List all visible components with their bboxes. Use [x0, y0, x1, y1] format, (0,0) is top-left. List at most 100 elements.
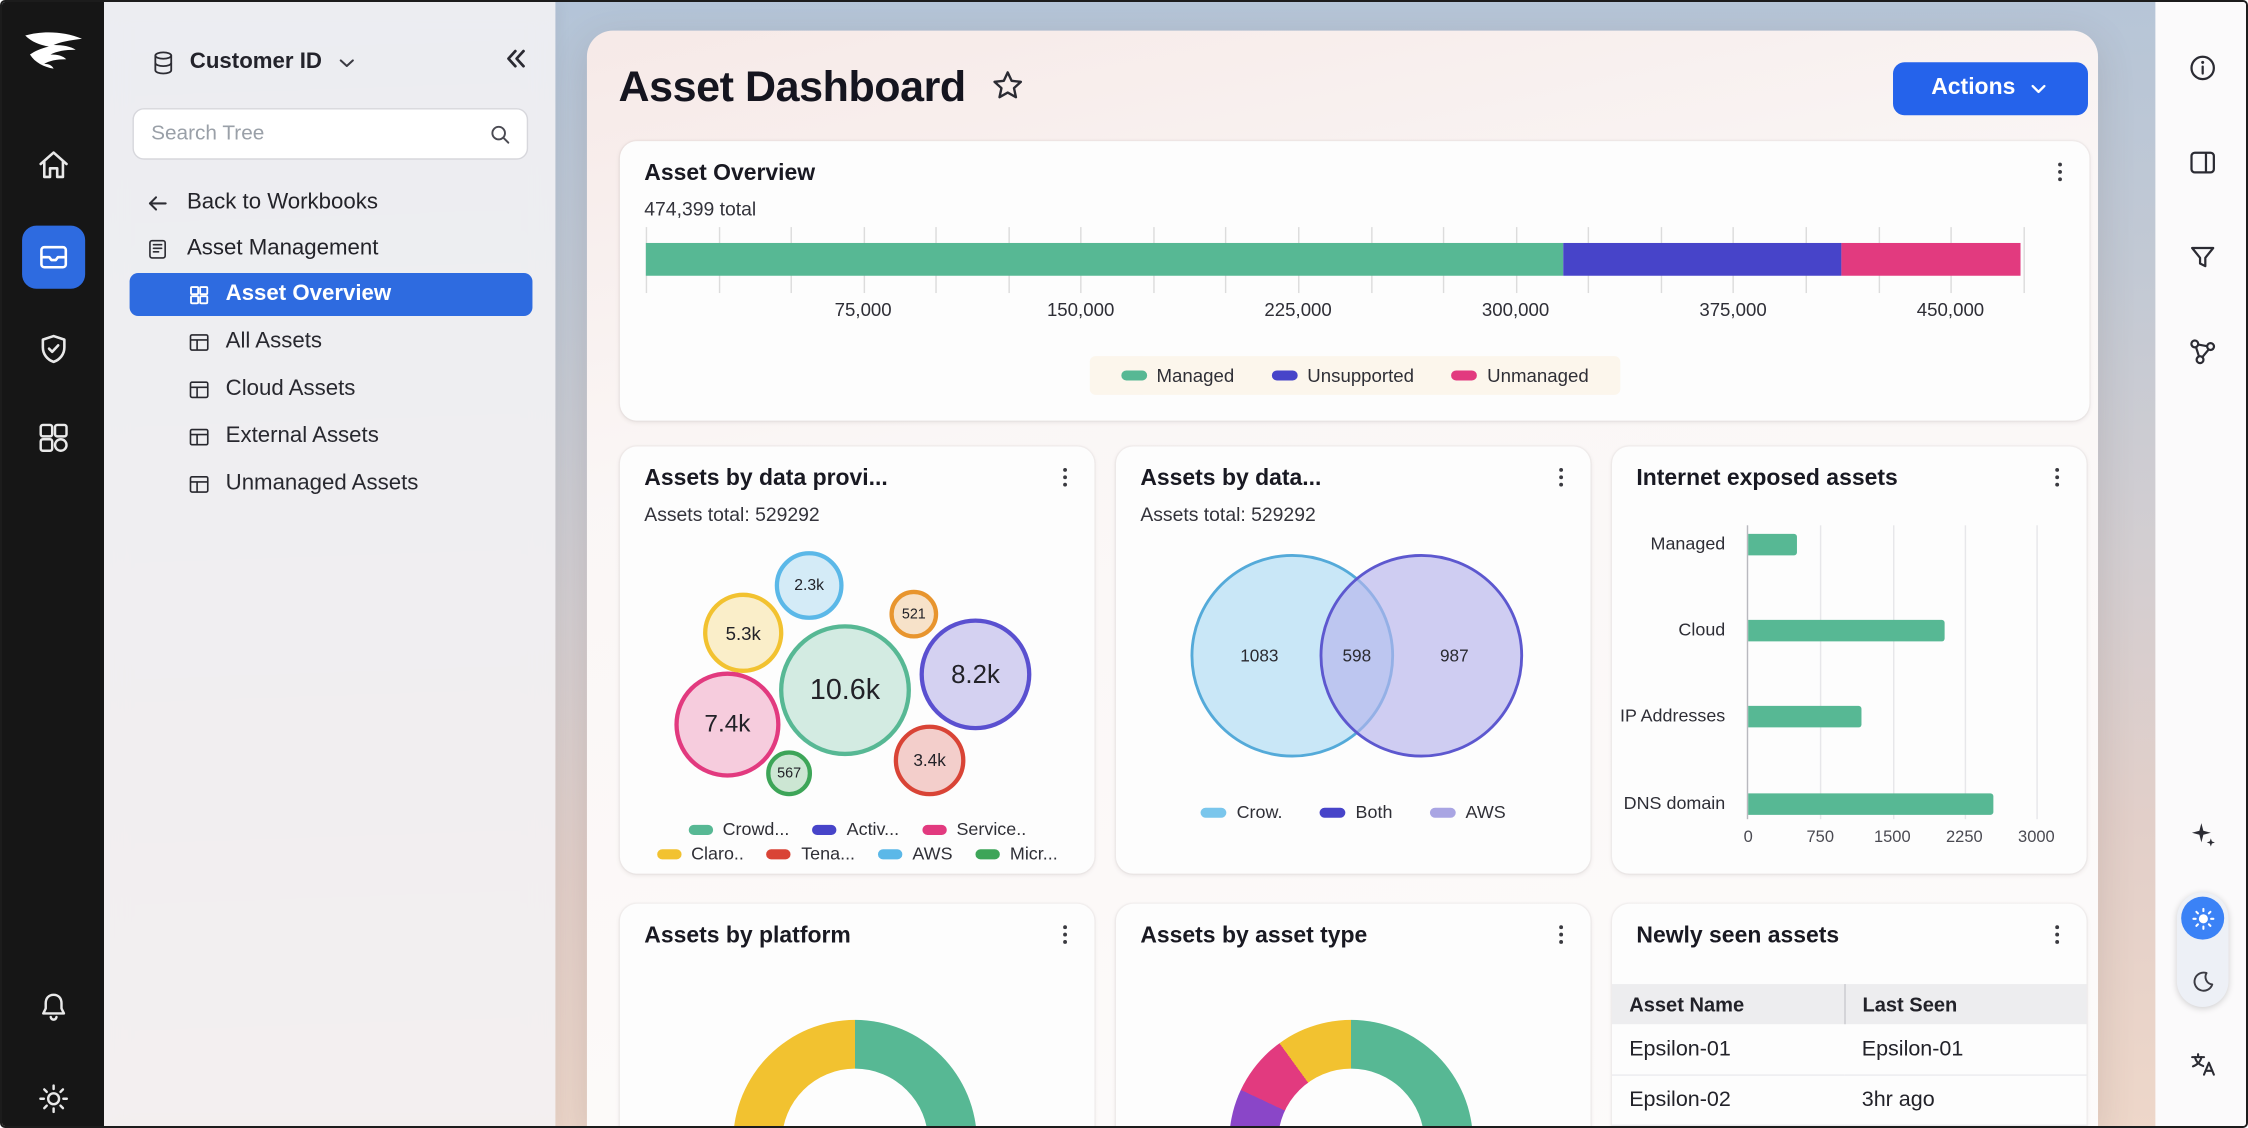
side-panel-icon	[2190, 151, 2215, 174]
rail-item-notifications[interactable]	[24, 987, 81, 1027]
legend-item[interactable]: Crow.	[1200, 801, 1283, 823]
actions-label: Actions	[1931, 75, 2016, 100]
rail-item-workbench[interactable]	[21, 225, 85, 289]
legend-item[interactable]: Unmanaged	[1451, 364, 1589, 387]
legend-swatch	[1120, 370, 1147, 381]
table-cell: 3hr ago	[1844, 1074, 2087, 1126]
legend-swatch	[877, 848, 903, 859]
card-title: Assets by asset type	[1140, 923, 1368, 949]
kebab-icon	[1558, 925, 1563, 944]
sidebar-tree: Asset Overview All Assets Cloud Assets Exte…	[129, 272, 533, 505]
rail-item-home[interactable]	[24, 137, 81, 194]
legend-label: Tena...	[801, 843, 856, 864]
venn-circle-right	[1319, 553, 1524, 758]
sidebar-item-asset-overview[interactable]: Asset Overview	[129, 272, 533, 316]
card-assets-by-platform: Assets by platform	[619, 903, 1095, 1126]
kebab-menu[interactable]	[2038, 461, 2075, 498]
legend-item[interactable]: Both	[1319, 802, 1392, 822]
legend-item[interactable]: Tena...	[766, 843, 856, 864]
legend-item[interactable]: Micr...	[975, 843, 1058, 864]
rail-item-shield[interactable]	[24, 320, 81, 377]
legend-item[interactable]: AWS	[877, 844, 953, 864]
kebab-menu[interactable]	[1542, 918, 1579, 955]
venn-value-both: 598	[1342, 645, 1371, 665]
table-row[interactable]: Epsilon-02 3hr ago	[1612, 1074, 2087, 1126]
legend-item[interactable]: Activ...	[812, 819, 899, 839]
legend-label: Micr...	[1009, 843, 1058, 864]
sidebar-item-all-assets[interactable]: All Assets	[130, 320, 533, 363]
sidebar-item-cloud-assets[interactable]: Cloud Assets	[130, 368, 533, 411]
dark-mode-button[interactable]	[2181, 960, 2224, 1003]
crowdstrike-logo[interactable]	[21, 28, 84, 74]
info-button[interactable]	[2183, 48, 2223, 88]
search-input[interactable]	[151, 122, 489, 146]
table-icon	[189, 333, 209, 351]
chevron-down-icon	[2032, 84, 2046, 93]
axis-tick-label: 75,000	[834, 298, 892, 321]
table-body: Epsilon-01 Epsilon-01 Epsilon-02 3hr ago	[1612, 1024, 2087, 1126]
axis-tick-label: 3000	[2018, 829, 2055, 847]
assets-total-label: Assets total: 529292	[1140, 503, 1316, 526]
rail-item-asset-groups[interactable]	[24, 409, 81, 466]
connections-button[interactable]	[2183, 332, 2223, 372]
legend-item[interactable]: Service..	[922, 819, 1026, 839]
bubble-plot: 2.3k 521 5.3k 10.6k 8.2k 7.4k 567 3.4k	[620, 446, 1095, 873]
moon-icon	[2192, 970, 2213, 991]
translate-button[interactable]	[2183, 1044, 2223, 1084]
home-icon	[38, 151, 68, 179]
legend-item[interactable]: Crowd...	[688, 819, 789, 839]
sidebar-collapse-button[interactable]	[497, 39, 534, 82]
kebab-icon	[2054, 925, 2059, 944]
chevron-down-icon[interactable]	[335, 50, 359, 74]
gear-icon	[38, 1084, 68, 1114]
legend-item[interactable]: Claro..	[656, 844, 744, 864]
bubble: 567	[766, 750, 813, 797]
sidebar-item-label: Cloud Assets	[225, 376, 356, 401]
legend-item[interactable]: AWS	[1429, 802, 1506, 822]
legend-swatch	[656, 848, 682, 859]
table-row[interactable]: Epsilon-01 Epsilon-01	[1612, 1024, 2087, 1076]
axis-tick-label: 225,000	[1264, 298, 1332, 321]
page-header: Asset Dashboard Actions	[618, 56, 2088, 119]
workspace-label: Customer ID	[189, 49, 322, 74]
kebab-menu[interactable]	[2038, 918, 2075, 955]
kebab-menu[interactable]	[1046, 918, 1083, 955]
ai-assistant-button[interactable]	[2183, 815, 2223, 855]
legend-label: Crow.	[1236, 801, 1283, 823]
legend-item[interactable]: Managed	[1120, 365, 1234, 386]
workspace-selector[interactable]: Customer ID	[104, 39, 556, 85]
kebab-menu[interactable]	[1542, 461, 1579, 498]
light-mode-button[interactable]	[2181, 896, 2225, 940]
sidebar-item-unmanaged-assets[interactable]: Unmanaged Assets	[130, 462, 533, 505]
rail-item-settings[interactable]	[24, 1079, 81, 1119]
filter-button[interactable]	[2183, 237, 2223, 277]
bubble-legend: Crowd... Activ... Service.. Claro.. Tena... A…	[620, 819, 1095, 864]
legend-label: Service..	[956, 819, 1027, 840]
kebab-icon	[1558, 467, 1563, 487]
shield-icon	[40, 334, 65, 364]
venn-legend: Crow. Both AWS	[1116, 802, 1591, 822]
actions-button[interactable]: Actions	[1893, 61, 2088, 115]
grid-icon	[190, 285, 209, 304]
sidebar-section-asset-management[interactable]: Asset Management	[104, 229, 556, 269]
sidebar-item-external-assets[interactable]: External Assets	[130, 415, 533, 458]
kebab-icon	[1062, 467, 1067, 487]
legend-item[interactable]: Unsupported	[1271, 365, 1414, 386]
bar-managed	[1748, 533, 1797, 555]
venn-value-left: 1083	[1240, 645, 1278, 665]
legend-swatch	[1429, 807, 1456, 818]
table-icon	[189, 475, 209, 493]
favorite-star-button[interactable]	[987, 68, 1027, 108]
gridline	[1964, 525, 1966, 820]
search-box[interactable]	[132, 108, 529, 160]
page-title: Asset Dashboard	[618, 63, 966, 111]
overview-plot	[645, 227, 2067, 294]
axis-tick-label: 375,000	[1699, 298, 1767, 321]
sidebar-item-label: External Assets	[225, 423, 379, 448]
kebab-menu[interactable]	[1046, 461, 1083, 498]
kebab-menu[interactable]	[2041, 155, 2078, 192]
back-to-workbooks[interactable]: Back to Workbooks	[104, 183, 556, 223]
side-panel-button[interactable]	[2183, 142, 2223, 182]
legend-label: Unmanaged	[1487, 364, 1589, 387]
